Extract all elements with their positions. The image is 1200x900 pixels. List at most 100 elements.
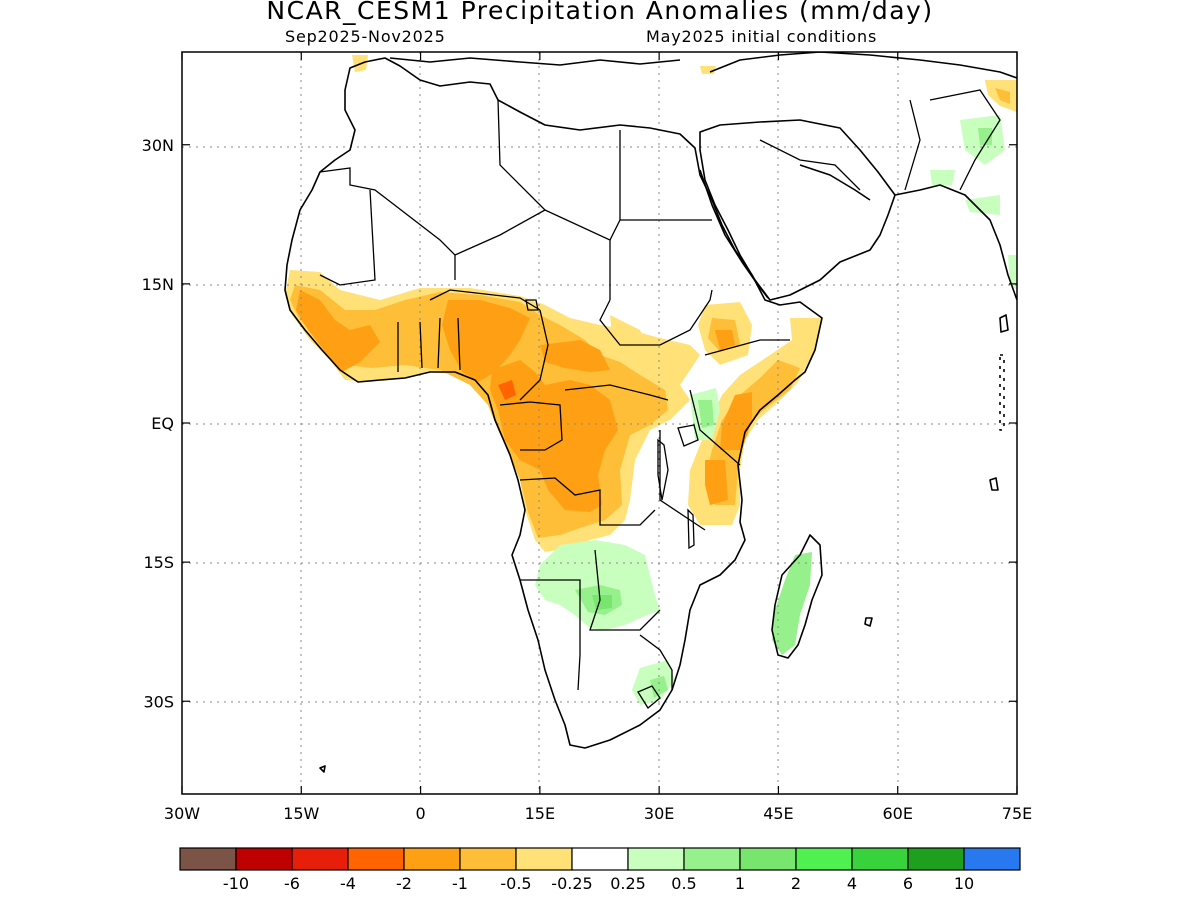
lesotho-border (637, 685, 661, 709)
country-border (759, 139, 861, 191)
asia-coastline (894, 184, 1017, 301)
x-tick-label: 0 (415, 804, 425, 823)
y-tick-label: EQ (151, 414, 174, 433)
dry-anomaly-region (540, 340, 610, 372)
colorbar-label: -1 (452, 874, 468, 893)
lake-malawi (687, 508, 695, 550)
dry-anomaly-region (442, 300, 530, 382)
dry-anomaly-region (610, 315, 650, 352)
country-border (659, 430, 706, 531)
x-tick-label: 75E (1002, 804, 1032, 823)
wet-anomaly-region (650, 676, 668, 698)
y-tick-label: 30N (142, 136, 174, 155)
colorbar-label: -4 (340, 874, 356, 893)
country-border (564, 384, 669, 401)
dry-anomaly-region (705, 460, 728, 505)
colorbar-label: 0.5 (671, 874, 696, 893)
y-axis-ticks: 30N 15N EQ 15S 30S (142, 136, 174, 712)
colorbar-label: 6 (903, 874, 913, 893)
colorbar-swatch (179, 847, 237, 871)
gridlines (182, 52, 1017, 794)
colorbar-swatch (739, 847, 797, 871)
x-tick-label: 45E (763, 804, 793, 823)
x-axis-ticks: 30W 15W 0 15E 30E 45E 60E 75E (164, 804, 1032, 823)
island (989, 477, 999, 491)
colorbar-swatch (347, 847, 405, 871)
colorbar-label: 0.25 (610, 874, 646, 893)
country-border (519, 309, 549, 401)
wet-anomaly-region (978, 128, 992, 145)
island (999, 354, 1005, 431)
x-tick-label: 15W (283, 804, 319, 823)
country-border (499, 401, 563, 451)
madagascar-coastline (771, 534, 823, 659)
colorbar-swatch (907, 847, 965, 871)
lake-tanganyika (657, 438, 669, 501)
coastlines (284, 52, 1017, 773)
colorbar (179, 847, 1021, 871)
y-tick-label: 15N (142, 275, 174, 294)
colorbar-label: 1 (735, 874, 745, 893)
y-tick-label: 30S (143, 692, 174, 711)
wet-anomaly-region (930, 170, 955, 185)
dry-anomaly-region (995, 88, 1010, 104)
x-tick-label: 15E (525, 804, 555, 823)
forecast-period: Sep2025-Nov2025 (285, 27, 446, 46)
colorbar-label: -10 (223, 874, 249, 893)
lake-chad (525, 299, 539, 311)
country-border (497, 99, 546, 211)
country-border (519, 477, 656, 526)
island (864, 617, 873, 627)
colorbar-swatch (851, 847, 909, 871)
colorbar-swatch (291, 847, 349, 871)
colorbar-label: 2 (791, 874, 801, 893)
colorbar-swatch (459, 847, 517, 871)
country-border (639, 634, 673, 690)
anomaly-shading (285, 55, 1017, 705)
country-border (319, 167, 456, 280)
colorbar-swatch (515, 847, 573, 871)
country-border (589, 549, 661, 631)
wet-anomaly-region (965, 195, 1000, 215)
wet-anomaly-region (772, 552, 812, 655)
sri-lanka (999, 314, 1009, 333)
island (319, 765, 326, 773)
colorbar-swatch (403, 847, 461, 871)
country-border (599, 289, 713, 346)
y-tick-label: 15S (143, 553, 174, 572)
asia-coastline (709, 52, 1017, 79)
colorbar-swatch (627, 847, 685, 871)
wet-anomaly-region (535, 540, 660, 630)
x-tick-label: 30W (164, 804, 200, 823)
colorbar-swatch (683, 847, 741, 871)
colorbar-swatch (571, 847, 629, 871)
axis-tick-marks (181, 52, 1018, 794)
colorbar-label: -6 (284, 874, 300, 893)
country-border (689, 389, 741, 466)
colorbar-swatch (963, 847, 1021, 871)
country-border (904, 99, 921, 191)
x-tick-label: 60E (882, 804, 912, 823)
country-border (929, 89, 1001, 191)
country-border (454, 209, 611, 300)
x-tick-label: 30E (644, 804, 674, 823)
colorbar-label: -0.25 (551, 874, 592, 893)
country-border (319, 189, 376, 286)
initial-conditions: May2025 initial conditions (646, 27, 878, 46)
arabia-coastline (699, 119, 896, 301)
dry-anomaly-region (498, 380, 516, 400)
colorbar-label: -2 (396, 874, 412, 893)
colorbar-swatch (795, 847, 853, 871)
gulf-coast (799, 164, 871, 201)
dry-anomaly-region (715, 330, 735, 350)
wet-anomaly-region (592, 595, 612, 610)
europe-coastline (389, 57, 681, 66)
chart-title: NCAR_CESM1 Precipitation Anomalies (mm/d… (266, 0, 934, 25)
red-sea-coast (699, 169, 769, 299)
lake-victoria (677, 424, 699, 447)
country-border (609, 219, 621, 241)
country-borders (319, 89, 1001, 709)
country-border (704, 339, 790, 356)
country-border (429, 289, 541, 311)
